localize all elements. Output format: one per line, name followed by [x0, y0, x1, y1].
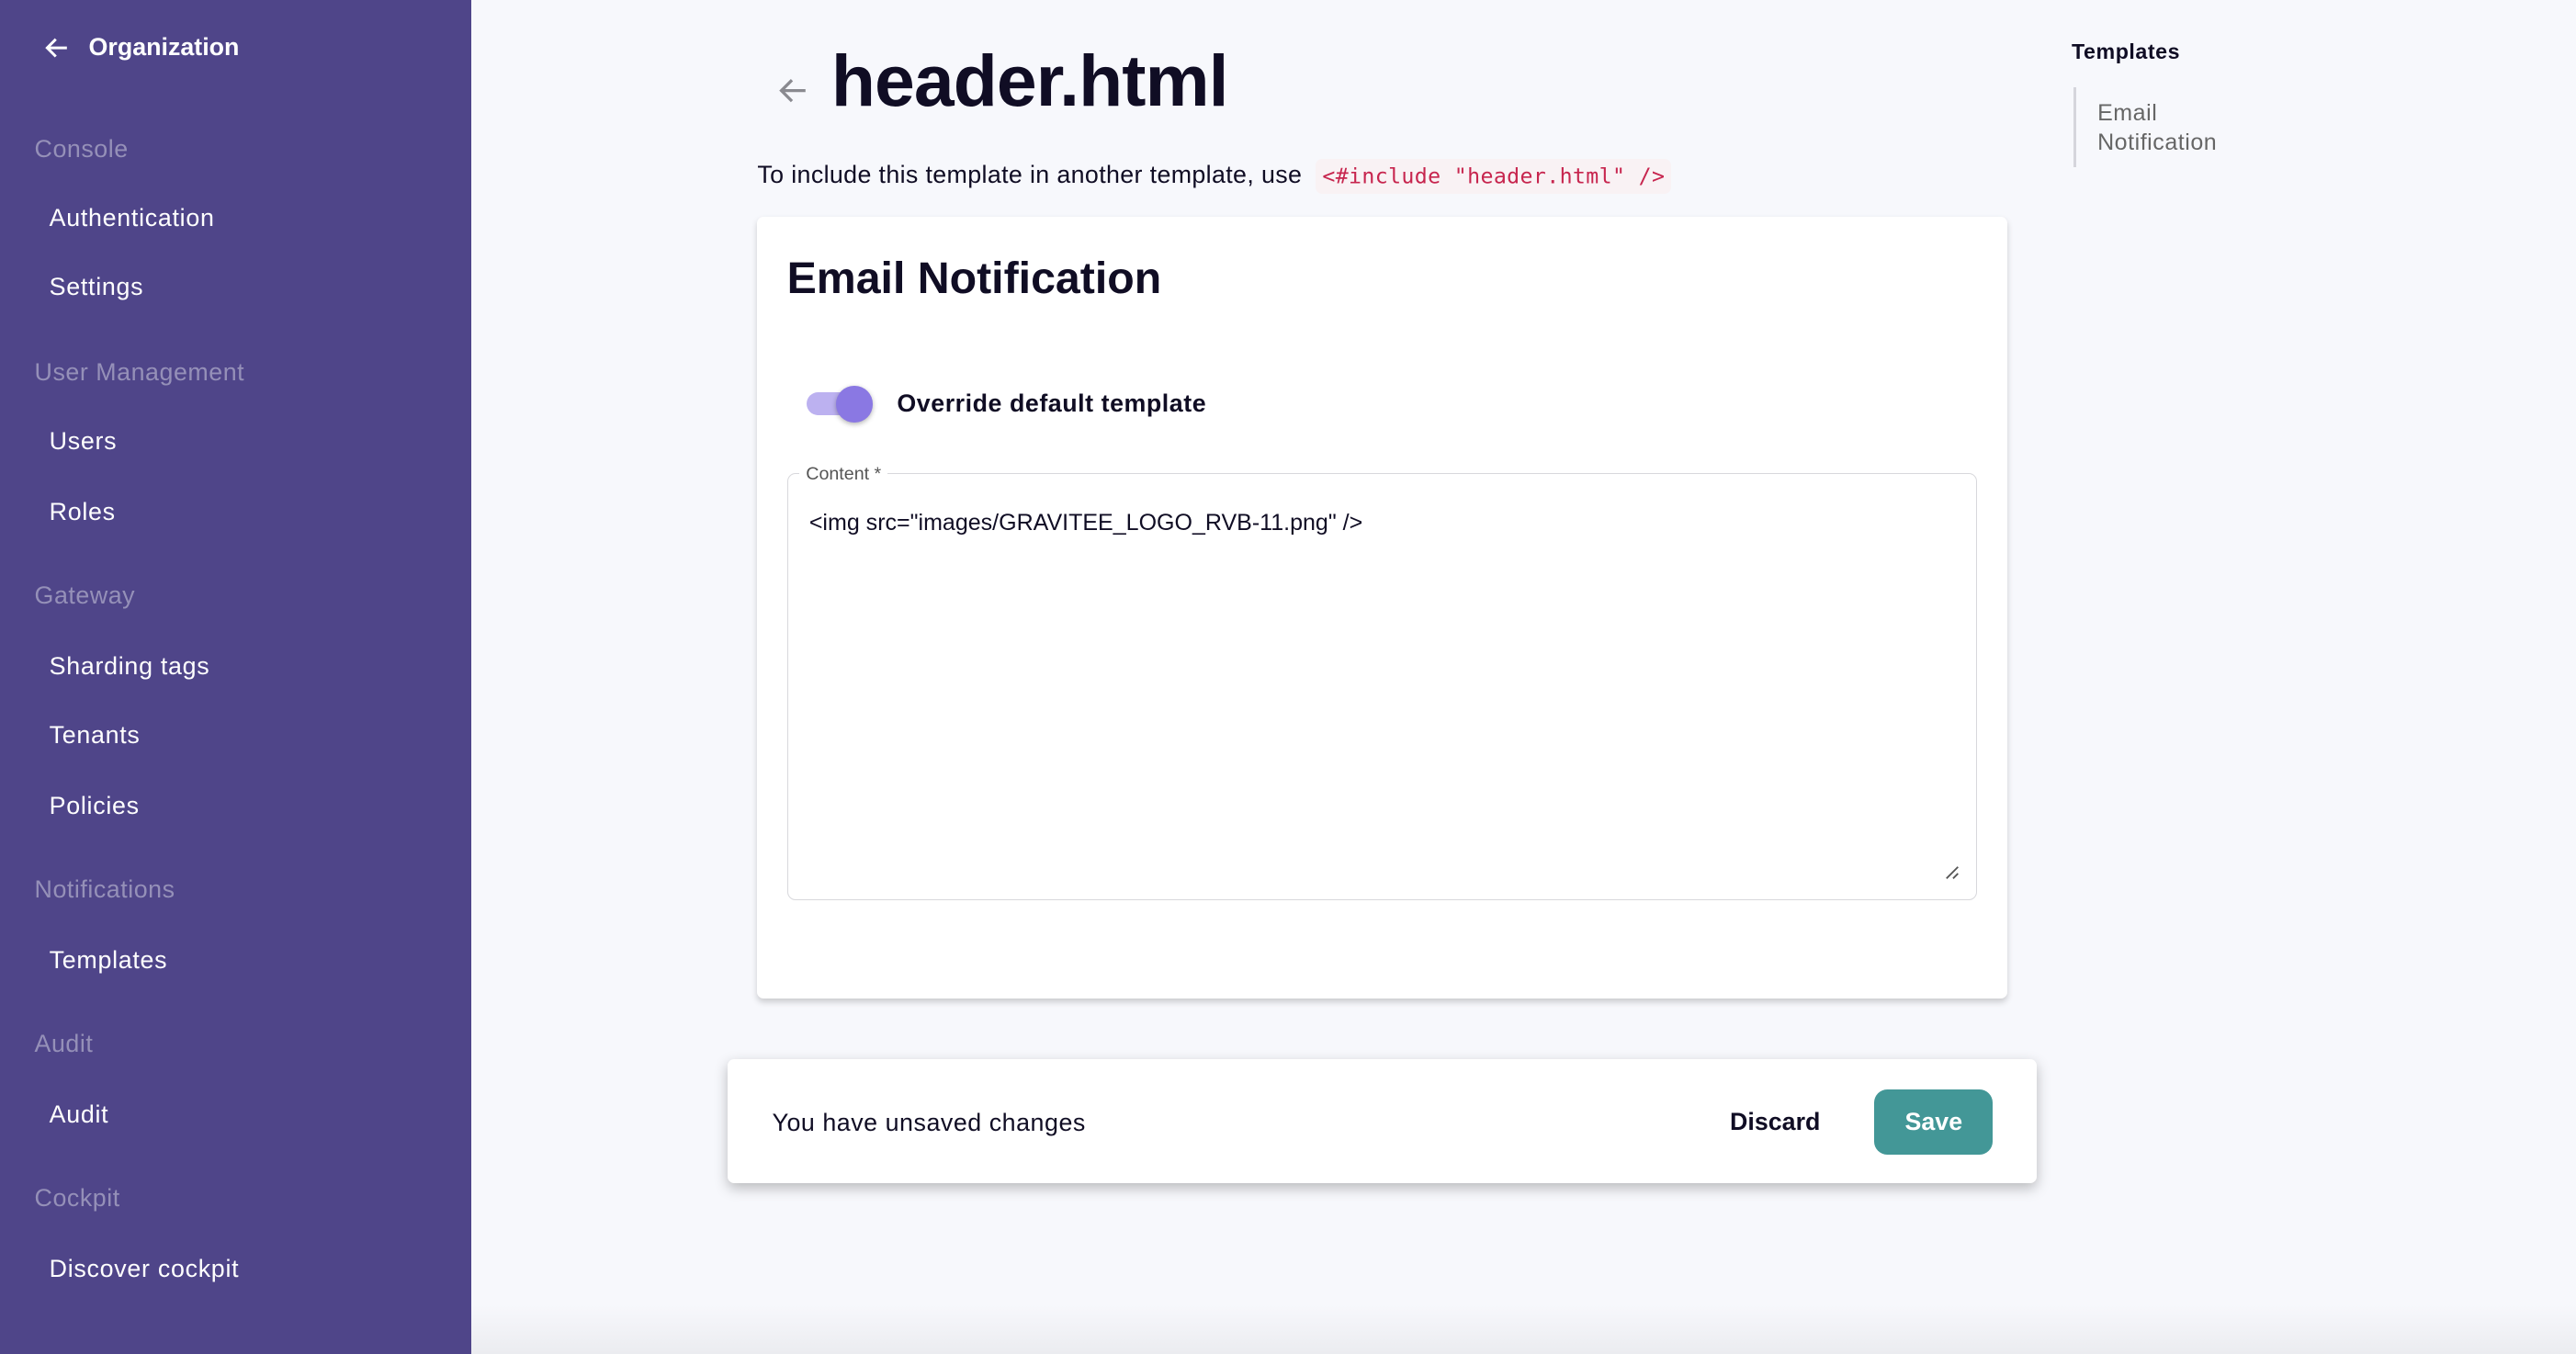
toc-title: Templates — [2072, 39, 2181, 63]
discard-button[interactable]: Discard — [1711, 1092, 1840, 1151]
sidebar-item-policies[interactable]: Policies — [49, 791, 140, 819]
back-to-organization[interactable]: Organization — [42, 33, 239, 62]
section-gateway: Gateway — [34, 581, 136, 610]
sidebar-item-authentication[interactable]: Authentication — [49, 203, 215, 231]
footer-shade — [471, 1303, 2576, 1354]
toggle-thumb — [836, 386, 873, 423]
page-title: header.html — [830, 39, 1229, 121]
sidebar-item-sharding-tags[interactable]: Sharding tags — [49, 651, 210, 680]
back-button[interactable] — [775, 73, 811, 116]
include-hint: To include this template in another temp… — [757, 158, 1672, 194]
section-cockpit: Cockpit — [34, 1184, 120, 1213]
content-label: Content * — [799, 464, 888, 486]
sidebar-item-roles[interactable]: Roles — [49, 497, 116, 525]
sidebar-item-settings[interactable]: Settings — [49, 272, 144, 300]
sidebar-item-discover-cockpit[interactable]: Discover cockpit — [49, 1255, 240, 1283]
resize-handle-icon[interactable] — [1945, 865, 1960, 880]
save-button[interactable]: Save — [1874, 1089, 1994, 1156]
arrow-left-icon — [45, 38, 68, 58]
unsaved-changes-bar: You have unsaved changes Discard Save — [728, 1059, 2038, 1183]
include-code: <#include "header.html" /> — [1316, 158, 1672, 194]
template-card: Email Notification Override default temp… — [757, 217, 2008, 999]
toc-item-email-notification[interactable]: Email Notification — [2073, 86, 2278, 168]
sidebar: Organization Console Authentication Sett… — [0, 0, 472, 1354]
override-toggle[interactable] — [807, 386, 873, 423]
card-title: Email Notification — [786, 254, 1162, 304]
section-user-management: User Management — [34, 357, 245, 386]
sidebar-item-tenants[interactable]: Tenants — [49, 721, 141, 750]
sidebar-item-users[interactable]: Users — [49, 426, 118, 455]
content-field: Content * <img src="images/GRAVITEE_LOGO… — [786, 464, 1977, 901]
override-label: Override default template — [897, 389, 1207, 417]
sidebar-item-audit[interactable]: Audit — [49, 1100, 109, 1129]
arrow-left-icon — [779, 78, 806, 102]
content-textarea[interactable]: <img src="images/GRAVITEE_LOGO_RVB-11.pn… — [806, 506, 1963, 884]
unsaved-message: You have unsaved changes — [772, 1109, 1086, 1137]
section-console: Console — [34, 134, 129, 163]
back-label: Organization — [88, 33, 240, 62]
include-hint-text: To include this template in another temp… — [757, 161, 1303, 189]
section-notifications: Notifications — [34, 875, 175, 904]
sidebar-item-templates[interactable]: Templates — [49, 946, 168, 975]
section-audit: Audit — [34, 1030, 94, 1058]
